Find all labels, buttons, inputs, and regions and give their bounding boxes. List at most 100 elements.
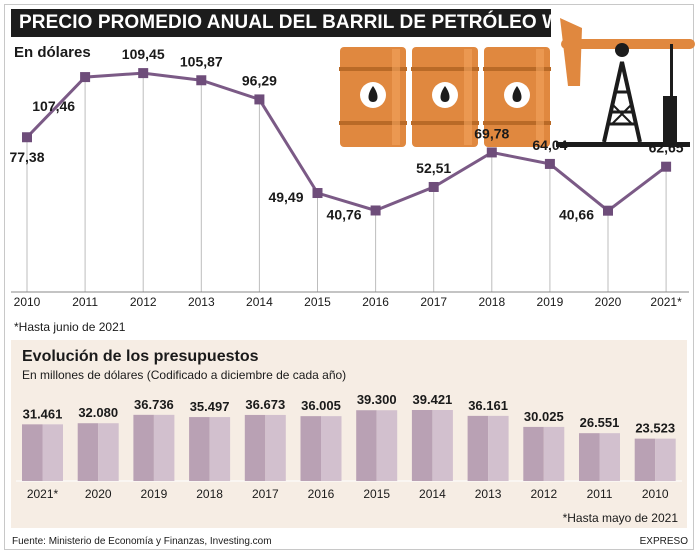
bar-category-label: 2012 (530, 487, 557, 501)
x-tick-label: 2012 (130, 295, 157, 309)
data-label: 62,65 (649, 140, 684, 156)
bar (467, 415, 489, 481)
x-tick-label: 2013 (188, 295, 215, 309)
bar (300, 416, 321, 481)
bar (523, 426, 544, 481)
bar-highlight (376, 410, 398, 481)
budget-panel (11, 340, 687, 528)
oil-barrel-icon (411, 47, 479, 147)
bar-value-label: 30.025 (524, 409, 564, 424)
bar-highlight (98, 423, 119, 481)
bar-highlight (599, 433, 620, 481)
data-label: 109,45 (122, 46, 165, 62)
bar-highlight (655, 438, 676, 481)
bar (189, 417, 210, 481)
x-tick-label: 2010 (14, 295, 41, 309)
bar-chart-subtitle: Evolución de los presupuestos (22, 348, 259, 365)
bar-chart-footnote: *Hasta mayo de 2021 (562, 511, 678, 525)
bar-highlight (321, 416, 342, 481)
bar-value-label: 36.673 (245, 397, 285, 412)
data-label: 40,66 (559, 207, 594, 223)
x-tick-label: 2016 (362, 295, 389, 309)
bar-category-label: 2016 (308, 487, 335, 501)
data-point (661, 161, 672, 172)
bar-category-label: 2011 (587, 487, 613, 501)
bar (411, 410, 433, 481)
bar-value-label: 26.551 (580, 415, 620, 430)
data-label: 107,46 (32, 98, 75, 114)
bar-highlight (488, 415, 509, 481)
line-chart-subtitle: En dólares (14, 44, 91, 61)
x-tick-label: 2017 (420, 295, 447, 309)
bar-category-label: 2014 (419, 487, 446, 501)
data-label: 49,49 (268, 189, 303, 205)
data-point (196, 75, 207, 86)
bar-value-label: 31.461 (23, 406, 63, 421)
data-point (80, 72, 91, 83)
bar-category-label: 2017 (252, 487, 279, 501)
data-label: 52,51 (416, 160, 451, 176)
bar (77, 423, 99, 481)
bar-highlight (153, 414, 175, 481)
bar-category-label: 2013 (475, 487, 502, 501)
data-label: 69,78 (474, 125, 509, 141)
data-label: 40,76 (327, 206, 362, 222)
bar-highlight (543, 426, 565, 481)
bar (22, 424, 43, 481)
x-tick-label: 2021* (650, 295, 682, 309)
bar-value-label: 35.497 (190, 399, 230, 414)
infographic-frame (4, 4, 694, 550)
data-point (603, 205, 613, 216)
data-point (428, 181, 439, 192)
data-point (312, 188, 323, 199)
bar-value-label: 36.161 (468, 398, 508, 413)
bar-value-label: 23.523 (635, 421, 675, 436)
data-point (138, 68, 149, 79)
data-point (544, 158, 555, 169)
bar-highlight (42, 424, 63, 481)
bar-value-label: 36.005 (301, 398, 341, 413)
bar (634, 438, 656, 481)
x-tick-label: 2019 (537, 295, 564, 309)
bar-highlight (265, 414, 286, 481)
oil-pump-jack-icon (556, 18, 695, 147)
bar-category-label: 2015 (363, 487, 390, 501)
line-chart-footnote: *Hasta junio de 2021 (14, 320, 126, 334)
bar (356, 410, 377, 481)
page-title: PRECIO PROMEDIO ANUAL DEL BARRIL DE PETR… (11, 9, 577, 37)
bar-highlight (209, 417, 231, 481)
data-label: 77,38 (9, 149, 44, 165)
bar-category-label: 2020 (85, 487, 112, 501)
data-point (486, 147, 497, 158)
data-point (22, 132, 32, 143)
bar-value-label: 36.736 (134, 397, 174, 412)
x-tick-label: 2020 (595, 295, 622, 309)
bar-highlight (432, 410, 453, 481)
bar-category-label: 2010 (642, 487, 669, 501)
bar-value-label: 39.300 (357, 392, 397, 407)
brand-label: EXPRESO (639, 536, 688, 547)
data-point (254, 94, 265, 105)
bar-value-label: 39.421 (413, 392, 453, 407)
x-tick-label: 2018 (478, 295, 505, 309)
data-point (370, 205, 381, 216)
x-tick-label: 2015 (304, 295, 331, 309)
source-note: Fuente: Ministerio de Economía y Finanza… (12, 536, 272, 547)
data-label: 64,04 (532, 137, 567, 153)
bar (133, 414, 154, 481)
bar-chart-unit: En millones de dólares (Codificado a dic… (22, 368, 347, 382)
bar (579, 433, 600, 481)
bar (244, 414, 266, 481)
price-line (25, 71, 668, 213)
oil-barrel-icon (483, 47, 551, 147)
x-tick-label: 2014 (246, 295, 273, 309)
bar-category-label: 2021* (27, 487, 59, 501)
data-label: 105,87 (180, 53, 223, 69)
x-tick-label: 2011 (72, 295, 98, 309)
bar-value-label: 32.080 (78, 405, 118, 420)
bar-category-label: 2018 (196, 487, 223, 501)
bar-category-label: 2019 (141, 487, 168, 501)
oil-barrel-icon (339, 47, 407, 147)
